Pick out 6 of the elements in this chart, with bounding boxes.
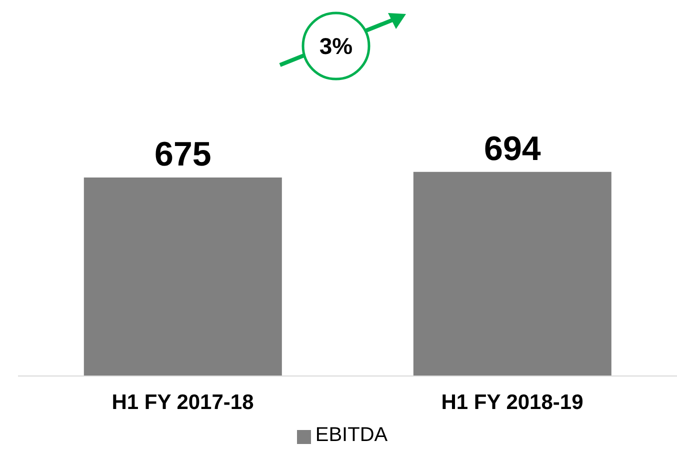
legend-label: EBITDA — [315, 424, 388, 446]
x-tick-label: H1 FY 2018-19 — [441, 390, 584, 414]
text: 3% — [319, 33, 353, 59]
data-label: 694 — [484, 130, 541, 168]
data-label: 675 — [154, 135, 212, 174]
x-tick-label: H1 FY 2017-18 — [112, 390, 254, 414]
